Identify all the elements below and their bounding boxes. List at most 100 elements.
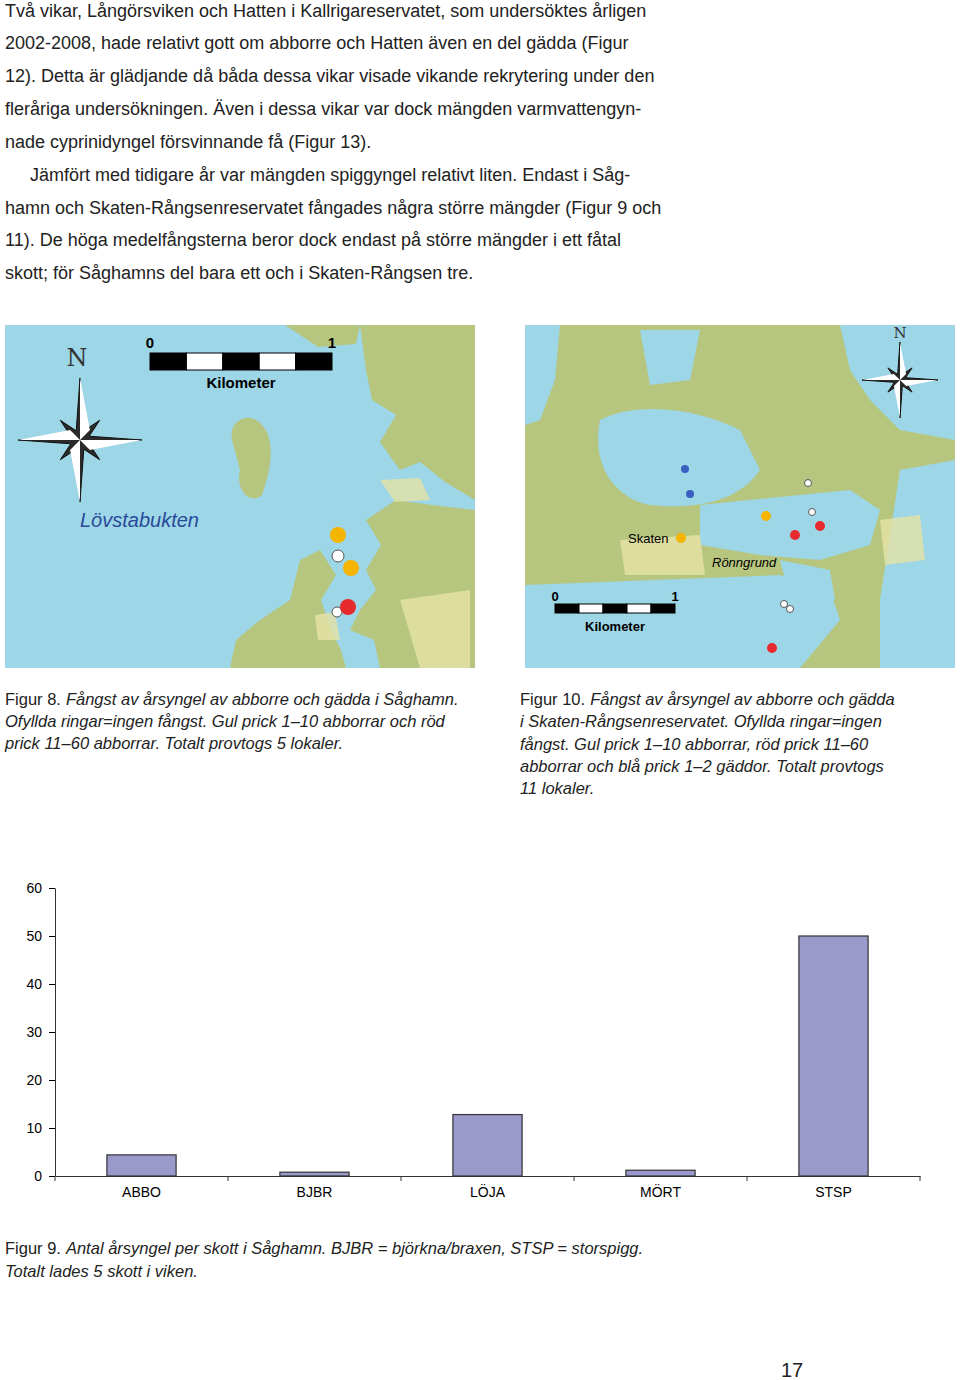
- tick: 30: [26, 1024, 55, 1040]
- tick-label: 0: [34, 1168, 42, 1184]
- bar: [799, 936, 868, 1176]
- site-marker: [343, 560, 359, 576]
- tick: 60: [26, 880, 55, 896]
- scale-unit: Kilometer: [585, 619, 645, 634]
- site-marker: [809, 509, 816, 516]
- caption: Figur 8.Fångst av årsyngel av abborre oc…: [4, 690, 459, 752]
- map-saghamn: 01KilometerNLövstabukten: [5, 325, 475, 668]
- body-line: 2002-2008, hade relativt gott om abborre…: [5, 33, 628, 53]
- caption-line: i Skaten-Rångsenreservatet. Ofyllda ring…: [520, 712, 882, 730]
- scale-label: 0: [146, 334, 154, 351]
- tick: STSP: [815, 1176, 852, 1200]
- tick: BJBR: [297, 1176, 333, 1200]
- tick-mark: [49, 1176, 55, 1177]
- site-marker: [676, 533, 686, 543]
- caption-label: Figur 10.: [520, 690, 585, 708]
- tick-label: 60: [26, 880, 42, 896]
- body-text: Två vikar, Långörsviken och Hatten i Kal…: [5, 1, 661, 283]
- caption-line: Figur 10. Fångst av årsyngel av abborre o…: [520, 690, 895, 708]
- axis-line: [55, 889, 56, 1177]
- map-water: [640, 330, 700, 385]
- caption-line: abborrar och blå prick 1–2 gäddor. Total…: [520, 757, 884, 775]
- site-marker: [332, 550, 344, 562]
- bar-chart: 0102030405060ABBOBJBRLÖJAMÖRTSTSP: [26, 880, 920, 1200]
- caption-text: Antal årsyngel per skott i Såghamn. BJBR…: [65, 1239, 643, 1257]
- site-marker: [781, 601, 788, 608]
- north-arrow-light: [862, 342, 938, 418]
- tick-label: MÖRT: [640, 1183, 681, 1200]
- map-water: [700, 490, 880, 560]
- north-label: N: [67, 344, 88, 372]
- body-line: 11). De höga medelfångsterna beror dock …: [5, 230, 621, 250]
- caption: Figur 10. Fångst av årsyngel av abborre o…: [520, 690, 895, 797]
- caption-line: Totalt lades 5 skott i viken.: [5, 1262, 198, 1280]
- map-water: [880, 460, 955, 668]
- scale-bar-segment: [579, 604, 603, 613]
- site-marker: [330, 527, 346, 543]
- site-marker: [686, 490, 694, 498]
- tick-label: STSP: [815, 1184, 852, 1200]
- map-land: [285, 325, 360, 347]
- bar: [453, 1115, 522, 1176]
- tick: 0: [34, 1168, 55, 1184]
- place-label: Lövstabukten: [80, 509, 199, 531]
- body-line: nade cyprinidyngel försvinnande få (Figu…: [5, 132, 371, 152]
- north-label: N: [893, 324, 906, 342]
- scale-bar-segment: [223, 353, 259, 370]
- scale-bar-segment: [296, 353, 332, 370]
- scale-label: 1: [671, 589, 678, 604]
- map-skaten: 01KilometerNSkatenRönngrund: [525, 324, 955, 668]
- caption-text: Fångst av årsyngel av abborre och gädda: [590, 690, 895, 708]
- scale-label: 0: [551, 589, 558, 604]
- caption-line: fångst. Gul prick 1–10 abborrar, röd pri…: [520, 735, 869, 753]
- map-water: [780, 560, 835, 600]
- site-marker: [340, 599, 356, 615]
- tick-mark: [49, 936, 55, 937]
- tick-label: 20: [26, 1072, 42, 1088]
- caption-line: Ofyllda ringar=ingen fångst. Gul prick 1…: [5, 712, 446, 730]
- category-divider: [574, 1176, 575, 1181]
- category-divider: [920, 1176, 921, 1181]
- tick-label: BJBR: [297, 1184, 333, 1200]
- site-marker: [767, 643, 777, 653]
- map-water: [525, 325, 560, 425]
- tick-label: LÖJA: [470, 1183, 506, 1200]
- site-marker: [790, 530, 800, 540]
- map-water: [5, 325, 475, 668]
- tick: MÖRT: [640, 1176, 681, 1200]
- map-water: [598, 409, 760, 506]
- page-number: 17: [781, 1359, 803, 1380]
- place-label: Skaten: [628, 531, 668, 546]
- north-arrow: [18, 378, 142, 502]
- body-line: hamn och Skaten-Rångsenreservatet fångad…: [5, 198, 661, 218]
- caption: Figur 9.Antal årsyngel per skott i Sågha…: [5, 1239, 643, 1280]
- site-marker: [805, 480, 812, 487]
- scale-bar-segment: [186, 353, 222, 370]
- body-line: 12). Detta är glädjande då båda dessa vi…: [5, 66, 654, 86]
- category-divider: [401, 1176, 402, 1181]
- map-water: [840, 325, 955, 440]
- scale-bar-segment: [150, 353, 186, 370]
- body-line: Två vikar, Långörsviken och Hatten i Kal…: [5, 1, 646, 21]
- map-shallow: [880, 515, 925, 565]
- tick: 10: [26, 1120, 55, 1136]
- north-arrow-light: [18, 378, 142, 502]
- tick-label: 50: [26, 928, 42, 944]
- site-marker: [815, 521, 825, 531]
- tick-mark: [49, 1080, 55, 1081]
- map-land: [350, 500, 475, 668]
- axis-line: [56, 1176, 921, 1177]
- body-line: fleråriga undersökningen. Även i dessa v…: [5, 99, 641, 119]
- caption-line: prick 11–60 abborrar. Totalt provtogs 5 …: [4, 734, 343, 752]
- bar: [626, 1170, 695, 1176]
- category-divider: [55, 1176, 56, 1181]
- site-marker: [681, 465, 689, 473]
- category-divider: [228, 1176, 229, 1181]
- x-axis: ABBOBJBRLÖJAMÖRTSTSP: [56, 1176, 921, 1200]
- scale-bar-segment: [259, 353, 295, 370]
- scale-bar-segment: [603, 604, 627, 613]
- tick: 40: [26, 976, 55, 992]
- site-marker: [761, 511, 771, 521]
- caption-label: Figur 8.: [5, 690, 61, 708]
- scale-label: 1: [328, 334, 336, 351]
